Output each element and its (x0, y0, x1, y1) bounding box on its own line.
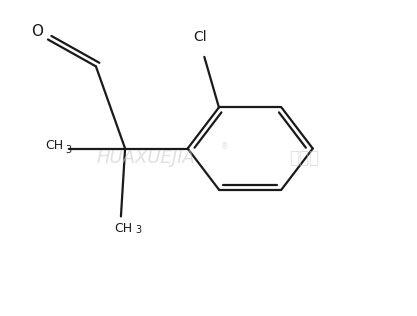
Text: Cl: Cl (193, 30, 207, 44)
Text: CH: CH (114, 222, 132, 235)
Text: O: O (32, 24, 43, 39)
Text: ®: ® (221, 143, 229, 151)
Text: 3: 3 (136, 225, 142, 235)
Text: 3: 3 (65, 145, 71, 155)
Text: CH: CH (45, 139, 63, 152)
Text: 化学加: 化学加 (289, 149, 319, 167)
Text: HUAXUEJIA: HUAXUEJIA (97, 149, 195, 167)
